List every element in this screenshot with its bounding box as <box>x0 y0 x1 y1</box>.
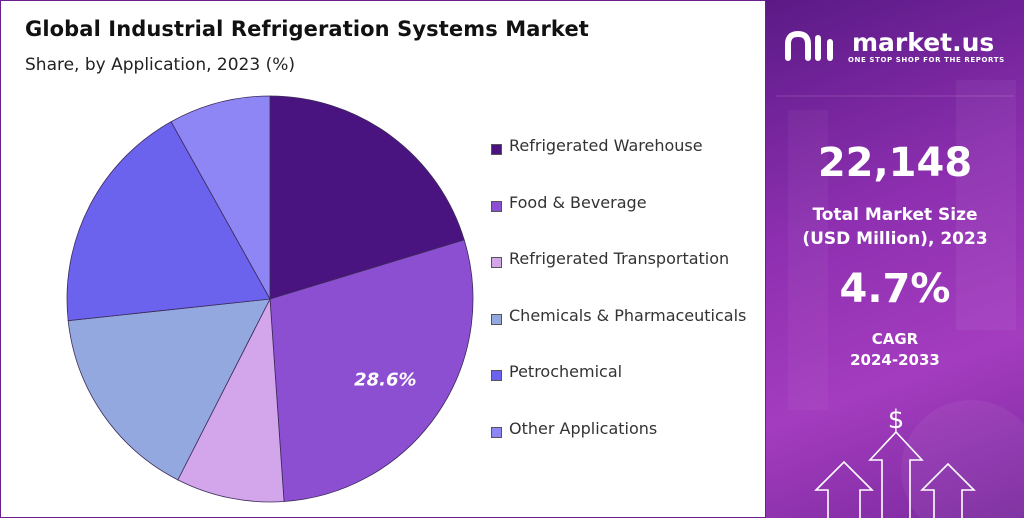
growth-arrows-icon: $ <box>814 405 976 518</box>
background-decoration <box>776 80 1024 518</box>
chart-panel: Global Industrial Refrigeration Systems … <box>0 0 766 518</box>
legend-swatch <box>491 370 502 381</box>
pie-slice-food-beverage <box>269 239 474 502</box>
legend-swatch <box>491 144 502 155</box>
market-size-unit-label: (USD Million), 2023 <box>802 229 988 249</box>
market-us-logo-icon <box>785 30 833 61</box>
chart-subtitle: Share, by Application, 2023 (%) <box>25 55 295 75</box>
legend-label: Refrigerated Transportation <box>509 249 730 268</box>
legend-swatch <box>491 313 502 325</box>
pie-data-label: 28.6% <box>354 369 416 390</box>
brand-name: market.us <box>852 28 995 57</box>
legend-label: Petrochemical <box>509 362 623 381</box>
legend-label: Food & Beverage <box>509 192 647 212</box>
pie-slice-petrochemical <box>66 121 271 322</box>
pie-slice-chemicals-pharmaceuticals <box>67 298 271 481</box>
svg-text:$: $ <box>888 405 905 435</box>
cagr-years: 2024-2033 <box>850 351 940 369</box>
legend-label: Chemicals & Pharmaceuticals <box>509 305 747 325</box>
pie-slice-refrigerated-warehouse <box>269 95 465 300</box>
legend-label: Other Applications <box>509 418 658 438</box>
brand-logo: market.us ONE STOP SHOP FOR THE REPORTS <box>784 24 1014 68</box>
pie-slice-other-applications <box>170 95 271 301</box>
pie-chart: 28.6% <box>66 95 474 503</box>
pie-slice-refrigerated-transportation <box>177 297 285 503</box>
cagr-label: CAGR <box>871 330 919 348</box>
brand-tagline: ONE STOP SHOP FOR THE REPORTS <box>848 56 1005 64</box>
legend-swatch <box>491 426 502 438</box>
legend-swatch <box>491 257 502 268</box>
legend-label: Refrigerated Warehouse <box>509 136 703 155</box>
market-size-value: 22,148 <box>817 140 973 186</box>
legend-swatch <box>491 200 502 212</box>
market-size-label: Total Market Size <box>812 205 978 225</box>
summary-panel: $ market.us ONE STOP SHOP FOR THE REPORT… <box>766 0 1024 518</box>
chart-title: Global Industrial Refrigeration Systems … <box>25 17 589 41</box>
cagr-value: 4.7% <box>839 266 951 312</box>
